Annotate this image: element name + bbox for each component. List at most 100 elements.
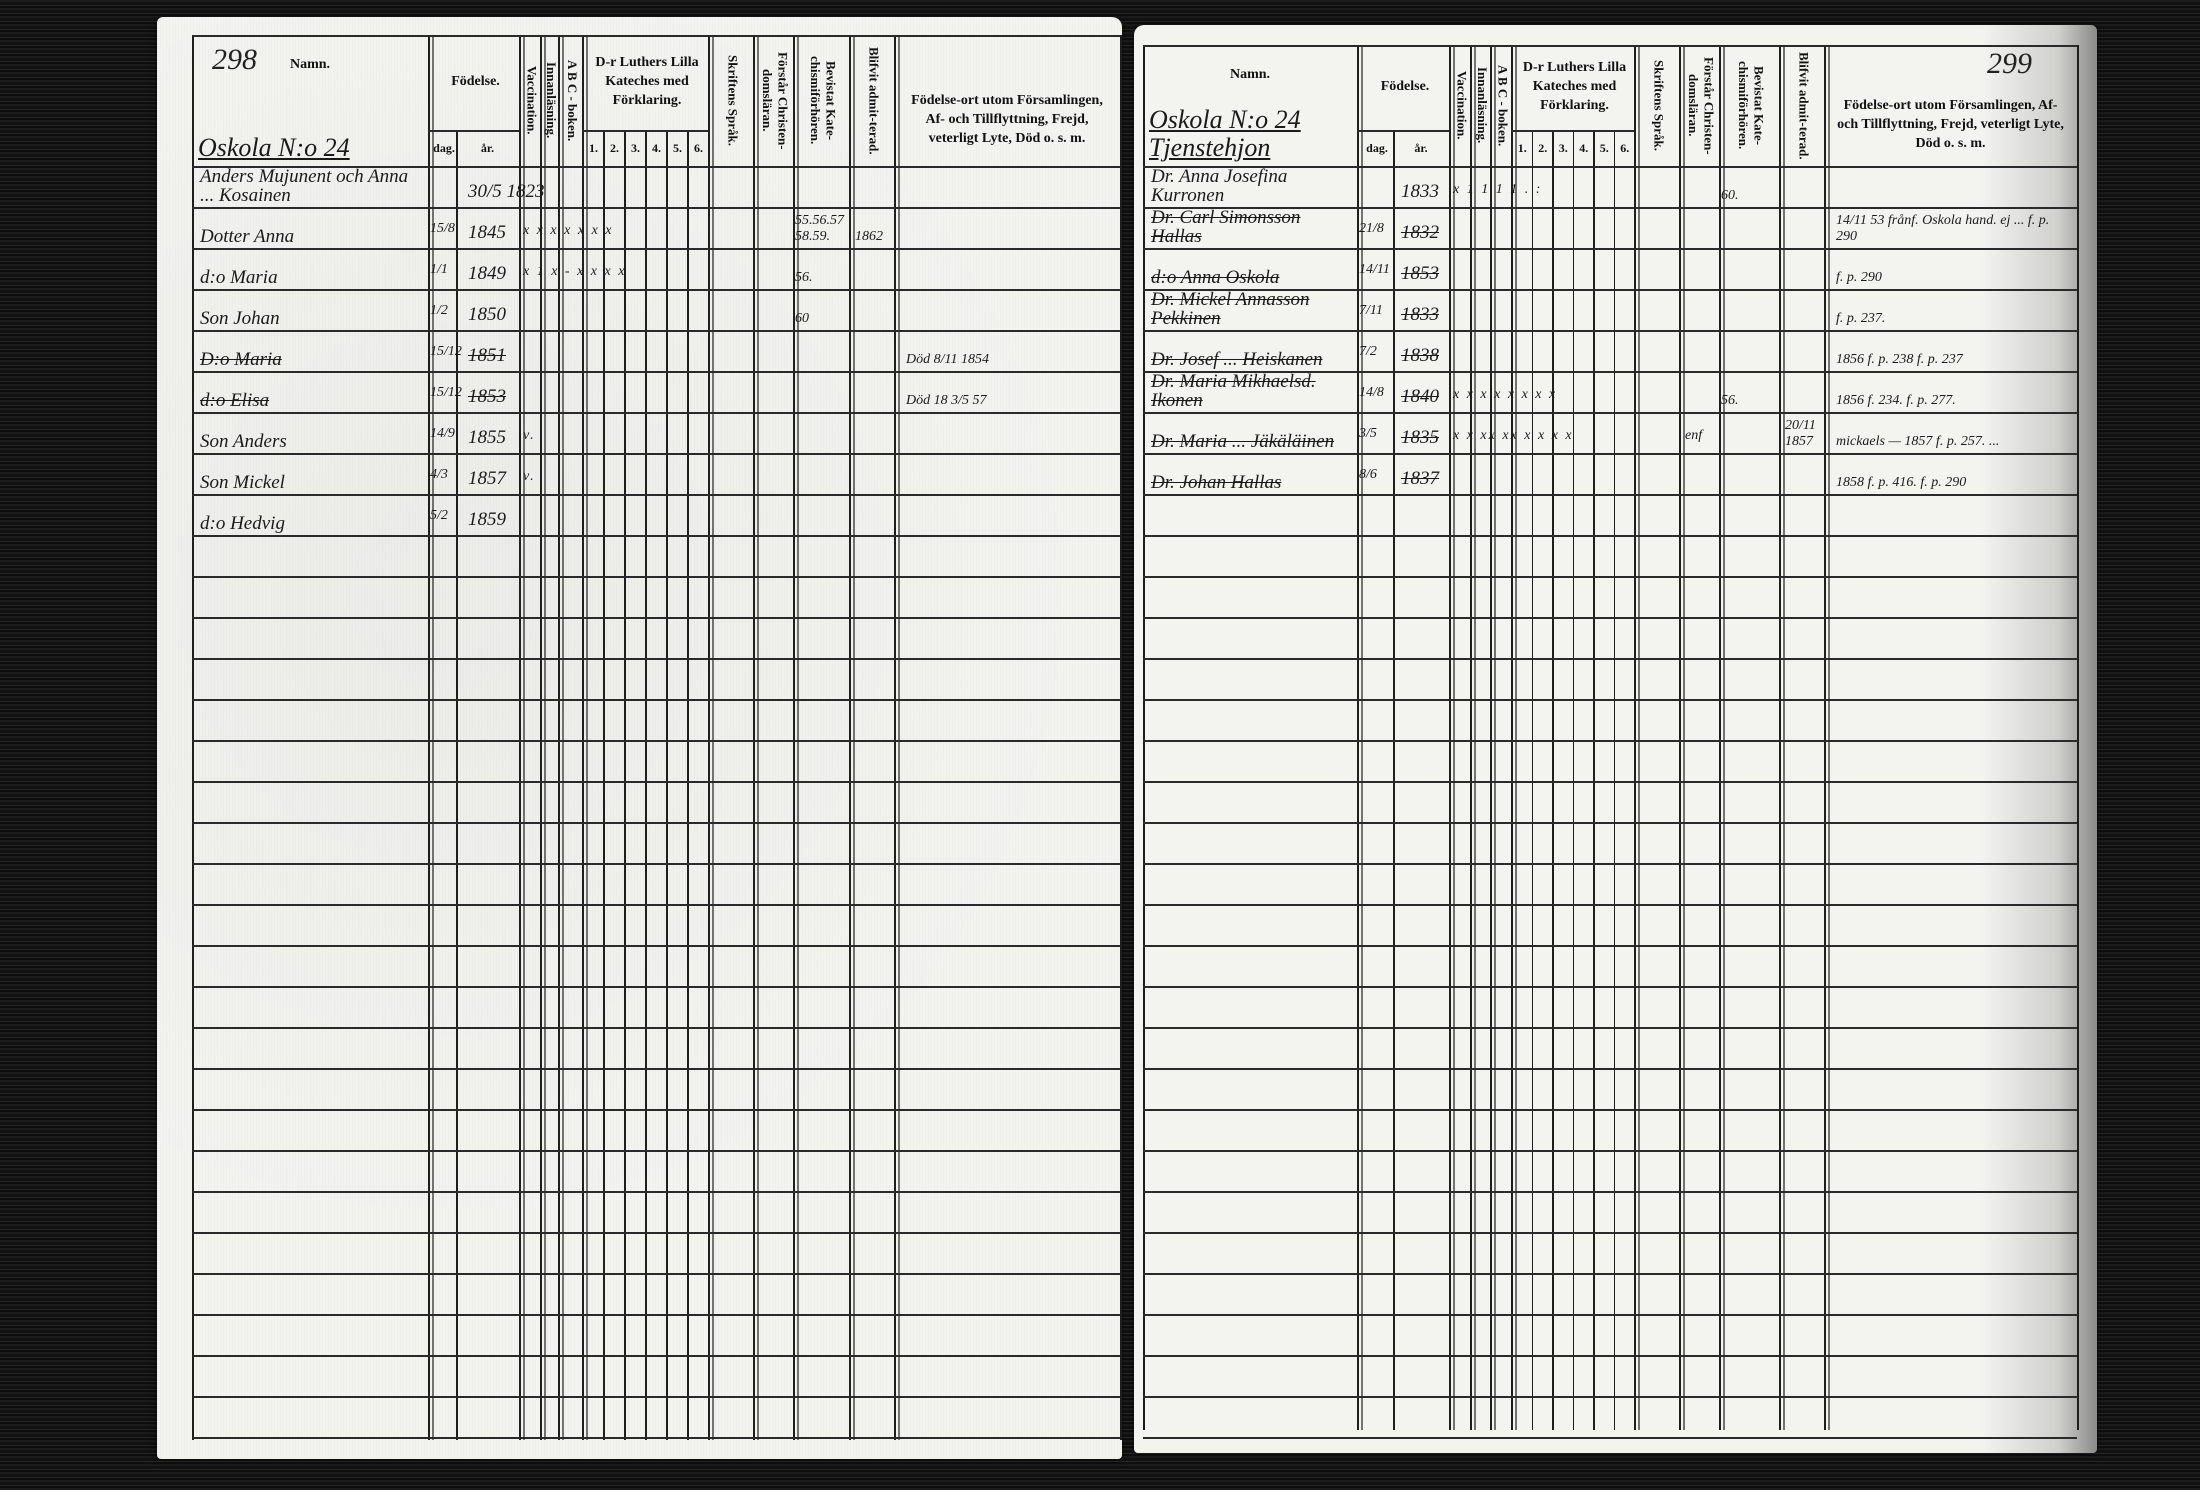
column-rule bbox=[894, 35, 896, 1440]
row-rule bbox=[192, 576, 1120, 578]
column-rule bbox=[1824, 45, 1826, 1430]
row-rule bbox=[1143, 617, 2077, 619]
column-rule bbox=[797, 35, 799, 1440]
entry-note: f. p. 290 bbox=[1836, 270, 1882, 285]
header-luther-col: 4. bbox=[652, 140, 661, 155]
entry-bevistat bbox=[795, 170, 847, 204]
column-rule bbox=[1515, 45, 1517, 1430]
row-rule bbox=[1143, 1150, 2077, 1152]
entry-blifvit bbox=[1785, 293, 1824, 327]
column-rule bbox=[1613, 130, 1616, 1430]
household-title: Oskola N:o 24 Tjenstehjon bbox=[1149, 105, 1301, 162]
column-rule bbox=[1683, 45, 1685, 1430]
header-luther-col: 6. bbox=[694, 140, 703, 155]
entry-marks: x x x x x x x x bbox=[1453, 387, 1558, 402]
entry-birth-year: 30/5 1823 bbox=[468, 181, 545, 202]
row-rule bbox=[192, 371, 1120, 373]
entry-birth-day: 1/1 bbox=[430, 262, 448, 277]
header-fodelseort: Födelse-ort utom Församlingen, Af- och T… bbox=[1837, 98, 2064, 151]
entry-name: d:o Maria bbox=[200, 267, 278, 288]
entry-blifvit bbox=[855, 252, 894, 286]
entry-birth-year: 1851 bbox=[468, 345, 506, 366]
column-rule bbox=[456, 130, 458, 1440]
row-rule bbox=[192, 494, 1120, 496]
column-rule bbox=[1361, 45, 1363, 1430]
header-luther: D-r Luthers Lilla Kateches med Förklarin… bbox=[595, 55, 699, 108]
row-rule bbox=[192, 781, 1120, 783]
header-ar: år. bbox=[480, 140, 495, 155]
row-rule bbox=[192, 904, 1120, 906]
entry-bevistat bbox=[1721, 211, 1777, 245]
entry-bevistat bbox=[795, 457, 847, 491]
header-top-rule bbox=[1143, 45, 2077, 47]
entry-note: mickaels — 1857 f. p. 257. ... bbox=[1836, 434, 2000, 449]
entry-note: Död 8/11 1854 bbox=[906, 352, 989, 367]
entry-birth-day: 4/3 bbox=[430, 467, 448, 482]
header-blifvit: Blifvit admit-terad. bbox=[866, 46, 882, 155]
row-rule bbox=[1143, 1355, 2077, 1357]
row-rule bbox=[1143, 494, 2077, 496]
entry-birth-day: 14/8 bbox=[1359, 385, 1384, 400]
entry-note: 1856 f. p. 238 f. p. 237 bbox=[1836, 352, 1963, 367]
column-rule bbox=[1572, 130, 1575, 1430]
header-luther-col: 6. bbox=[1620, 140, 1630, 155]
row-rule bbox=[1143, 1314, 2077, 1316]
entry-birth-day: 14/11 bbox=[1359, 262, 1390, 277]
entry-note bbox=[906, 457, 1112, 491]
row-rule bbox=[1143, 330, 2077, 332]
entry-bevistat bbox=[1721, 334, 1777, 368]
column-rule bbox=[853, 35, 855, 1440]
entry-note bbox=[906, 416, 1112, 450]
entry-note bbox=[1836, 170, 2069, 204]
row-rule bbox=[1143, 863, 2077, 865]
row-rule bbox=[192, 863, 1120, 865]
entry-note bbox=[906, 211, 1112, 245]
entry-blifvit bbox=[1785, 334, 1824, 368]
entry-blifvit: 20/11 1857 bbox=[1785, 418, 1816, 449]
column-rule bbox=[562, 35, 564, 1440]
header-skriftens-sprak: Skriftens Språk. bbox=[1651, 59, 1667, 152]
entry-birth-day: 15/12 bbox=[430, 344, 462, 359]
entry-birth-day: 5/2 bbox=[430, 508, 448, 523]
entry-birth-year: 1833 bbox=[1401, 181, 1439, 202]
column-rule bbox=[603, 130, 605, 1440]
header-blifvit: Blifvit admit-terad. bbox=[1796, 51, 1812, 160]
row-rule bbox=[192, 1273, 1120, 1275]
row-rule bbox=[1143, 740, 2077, 742]
row-rule bbox=[1143, 453, 2077, 455]
row-rule bbox=[1143, 207, 2077, 209]
row-rule bbox=[1143, 1396, 2077, 1398]
header-bevistat: Bevistat Kate-chismiförhören. bbox=[808, 56, 839, 145]
column-rule bbox=[1638, 45, 1640, 1430]
entry-blifvit: 1862 bbox=[855, 229, 883, 244]
header-luther-col: 3. bbox=[1558, 140, 1568, 155]
entry-birth-year: 1833 bbox=[1401, 304, 1439, 325]
column-rule bbox=[192, 35, 194, 1440]
entry-name: Dotter Anna bbox=[200, 226, 295, 247]
column-rule bbox=[540, 35, 542, 1440]
column-rule bbox=[432, 35, 434, 1440]
entry-bevistat: 56. bbox=[795, 270, 813, 285]
entry-forstar: enf bbox=[1685, 428, 1703, 443]
row-rule bbox=[192, 1191, 1120, 1193]
row-rule bbox=[1143, 781, 2077, 783]
column-rule bbox=[1719, 45, 1721, 1430]
entry-bevistat: 60 bbox=[795, 311, 809, 326]
entry-blifvit bbox=[855, 375, 894, 409]
entry-bevistat: 60. bbox=[1721, 188, 1739, 203]
entry-name: Dr. Johan Hallas bbox=[1151, 472, 1282, 493]
row-rule bbox=[1143, 1068, 2077, 1070]
entry-birth-day: 7/2 bbox=[1359, 344, 1377, 359]
row-rule bbox=[192, 1314, 1120, 1316]
header-abc-boken: A B C - boken. bbox=[1495, 64, 1511, 147]
column-rule bbox=[1552, 130, 1554, 1430]
row-rule bbox=[192, 330, 1120, 332]
entry-bevistat bbox=[795, 334, 847, 368]
column-rule bbox=[624, 130, 626, 1440]
entry-marks: x x x x x x x bbox=[523, 223, 614, 238]
header-luther-col: 4. bbox=[1579, 140, 1589, 155]
header-forstar: Förstår Christen-domsläran. bbox=[760, 51, 791, 150]
column-rule bbox=[757, 35, 759, 1440]
column-rule bbox=[1449, 45, 1451, 1430]
entry-birth-year: 1837 bbox=[1401, 468, 1439, 489]
